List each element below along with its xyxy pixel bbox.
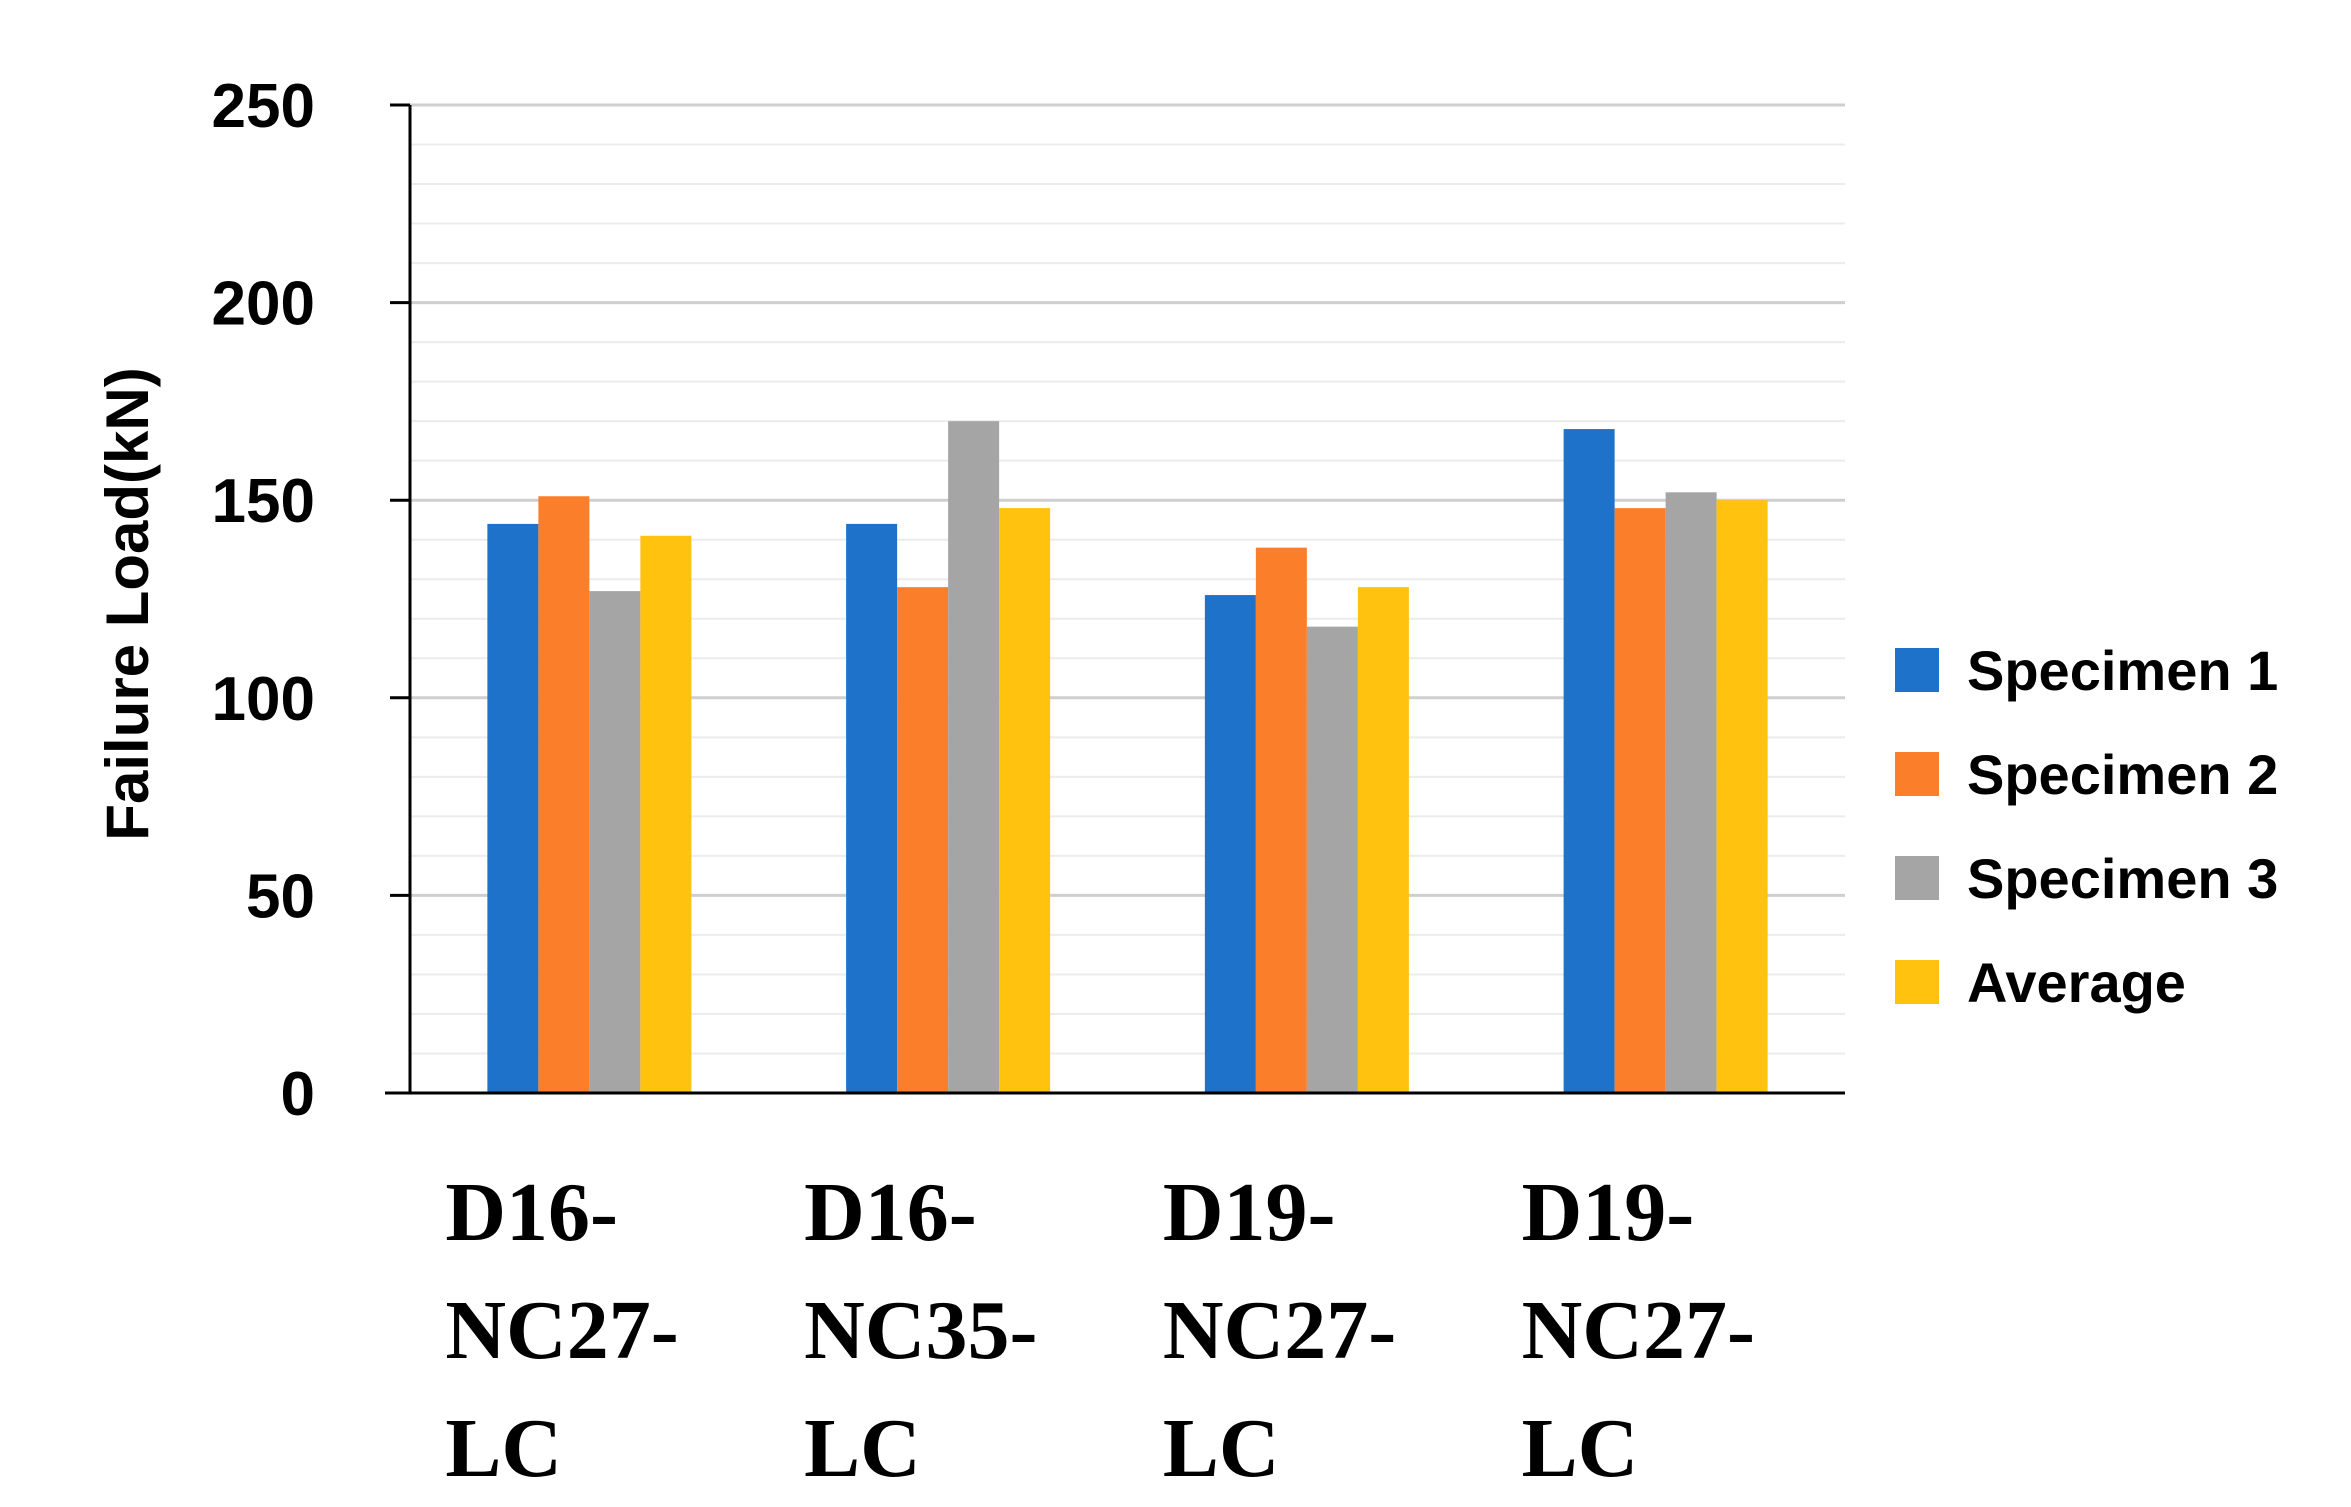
- x-tick-labels: D16-NC27-LC D16-NC35-LC D19-NC27-LC D19-NC2…: [445, 1166, 1755, 1495]
- legend-label: Specimen 2: [1967, 743, 2278, 806]
- bars: [487, 421, 1768, 1094]
- bar-specimen-2-4: [1614, 508, 1666, 1093]
- x-tick-label: D19-NC27-LC: [1163, 1166, 1396, 1495]
- bar-specimen-2-3: [1255, 547, 1307, 1093]
- y-tick-label: 200: [212, 270, 315, 339]
- y-axis-label: Failure Load(kN): [94, 367, 161, 840]
- bar-specimen-1-4: [1563, 429, 1615, 1094]
- x-tick-label: D16-NC35-LC: [804, 1166, 1037, 1495]
- legend-label: Specimen 3: [1967, 847, 2278, 910]
- bar-specimen-3-1: [589, 591, 641, 1093]
- bar-specimen-3-2: [948, 421, 1000, 1093]
- bar-average-4: [1716, 500, 1768, 1093]
- y-tick-label: 100: [212, 665, 315, 734]
- x-tick-label: D16-NC27-LC: [445, 1166, 678, 1495]
- bar-specimen-3-3: [1306, 626, 1358, 1093]
- legend-swatch: [1895, 960, 1939, 1004]
- bar-specimen-3-4: [1665, 492, 1717, 1093]
- legend-swatch: [1895, 752, 1939, 796]
- x-tick-label: D19-NC27-LC: [1522, 1166, 1755, 1495]
- bar-average-3: [1357, 587, 1409, 1093]
- y-tick-label: 250: [212, 72, 315, 141]
- bar-specimen-1-3: [1204, 595, 1256, 1093]
- bar-average-1: [640, 535, 692, 1093]
- legend-label: Specimen 1: [1967, 639, 2278, 702]
- legend-label: Average: [1967, 951, 2186, 1014]
- legend: Specimen 1 Specimen 2 Specimen 3 Average: [1895, 639, 2278, 1014]
- legend-swatch: [1895, 856, 1939, 900]
- y-tick-label: 50: [246, 862, 315, 931]
- bar-average-2: [999, 508, 1051, 1093]
- legend-swatch: [1895, 648, 1939, 692]
- bar-specimen-2-2: [897, 587, 949, 1093]
- y-tick-labels: 0 50 100 150 200 250: [212, 72, 410, 1129]
- y-tick-label: 150: [212, 467, 315, 536]
- bar-specimen-2-1: [538, 496, 590, 1093]
- y-tick-label: 0: [281, 1060, 315, 1129]
- bar-specimen-1-2: [846, 523, 898, 1093]
- bar-specimen-1-1: [487, 523, 539, 1093]
